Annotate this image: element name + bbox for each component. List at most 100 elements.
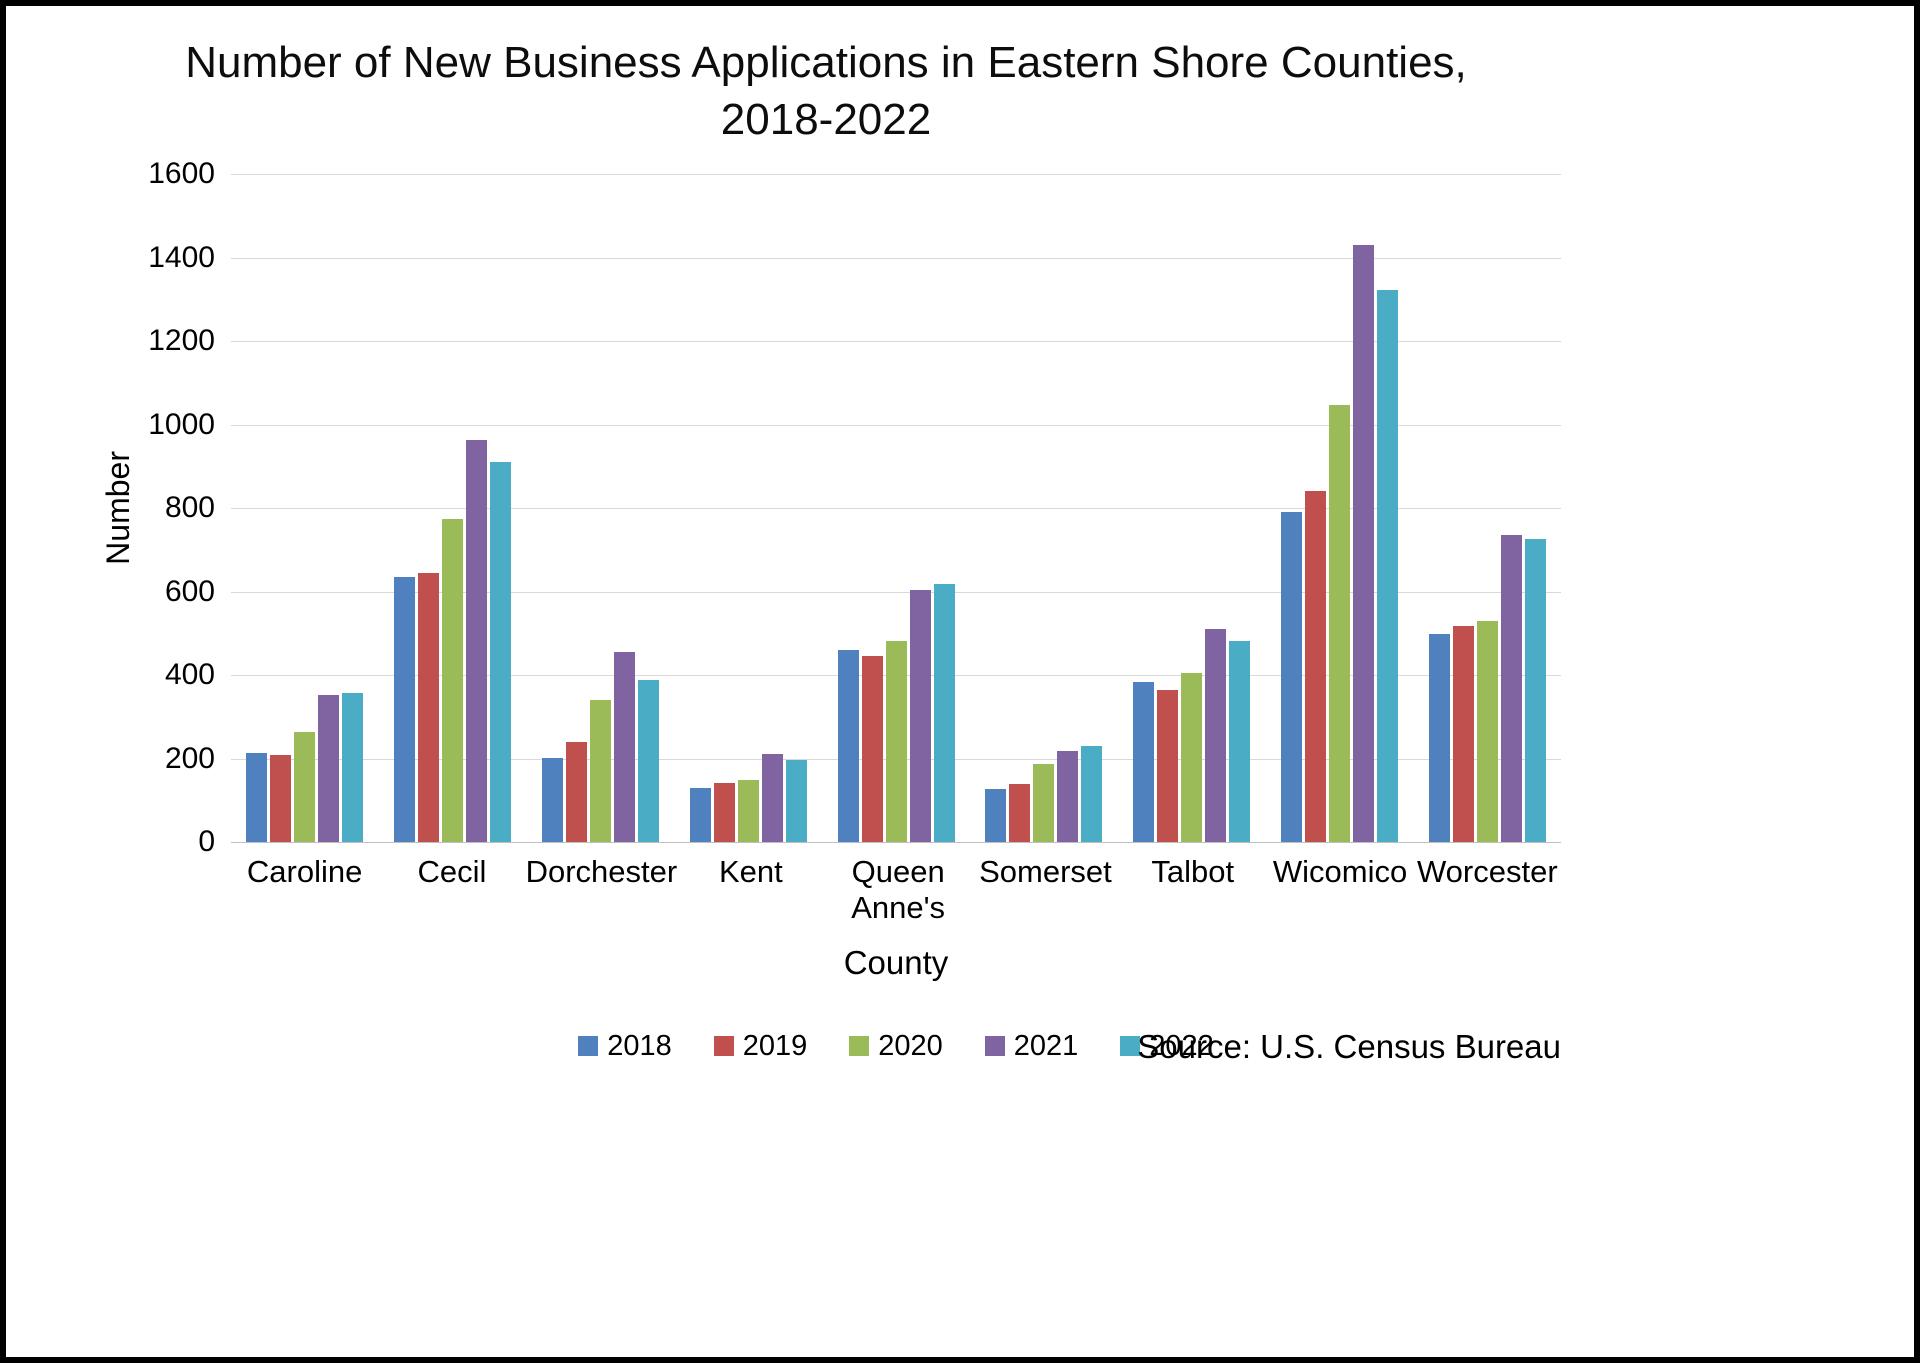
x-tick-label-wicomico: Wicomico — [1272, 854, 1408, 890]
chart-footer: 2018 2019 2020 2021 2022 Source: U.S. Census… — [231, 1027, 1561, 1078]
x-tick-label-caroline: Caroline — [246, 854, 363, 890]
bar-caroline-2018 — [246, 752, 268, 843]
bar-talbot-2019 — [1157, 689, 1179, 843]
bar-caroline-2019 — [270, 754, 292, 843]
gridline-800 — [231, 508, 1561, 510]
legend-swatch-2018 — [578, 1036, 599, 1057]
bar-cecil-2018 — [394, 577, 416, 843]
bar-dorchester-2022 — [637, 679, 659, 843]
chart-content: Number of New Business Applications in E… — [91, 34, 1561, 1078]
bar-cecil-2020 — [442, 518, 464, 843]
legend-item-2020: 2020 — [849, 1030, 943, 1063]
y-tick-label-1000: 1000 — [148, 407, 215, 441]
bar-queen-anne-s-2021 — [909, 589, 931, 843]
x-tick-label-dorchester: Dorchester — [525, 854, 678, 890]
bar-cecil-2019 — [418, 573, 440, 843]
bar-caroline-2022 — [342, 692, 364, 843]
x-tick-label-worcester: Worcester — [1416, 854, 1558, 890]
bar-worcester-2021 — [1500, 535, 1522, 843]
legend-label-2022: 2022 — [1149, 1029, 1214, 1062]
y-tick-label-400: 400 — [164, 658, 215, 692]
bar-groups — [231, 174, 1561, 843]
legend-swatch-2019 — [713, 1036, 734, 1057]
y-axis-ticks: 0 200 400 600 800 1000 1200 1400 1600 — [146, 157, 231, 858]
bar-queen-anne-s-2019 — [861, 655, 883, 843]
legend-swatch-2022 — [1120, 1036, 1141, 1057]
y-tick-label-0: 0 — [198, 825, 215, 859]
chart-title: Number of New Business Applications in E… — [91, 34, 1561, 148]
bar-talbot-2022 — [1229, 641, 1251, 843]
legend-label-2019: 2019 — [742, 1029, 808, 1062]
bar-group-dorchester — [527, 174, 675, 843]
bar-talbot-2020 — [1181, 673, 1203, 843]
y-tick-label-200: 200 — [164, 741, 215, 775]
bar-queen-anne-s-2018 — [837, 649, 859, 843]
bar-wicomico-2019 — [1304, 491, 1326, 843]
bar-cecil-2021 — [466, 439, 488, 843]
bar-worcester-2020 — [1476, 621, 1498, 843]
y-axis-title: Number — [100, 451, 136, 566]
legend: 2018 2019 2020 2021 2022 — [231, 1030, 1561, 1063]
bar-group-queen-anne-s — [822, 174, 970, 843]
bar-worcester-2019 — [1452, 626, 1474, 843]
chart-title-line1: Number of New Business Applications in E… — [185, 38, 1467, 87]
gridline-1600 — [231, 174, 1561, 176]
x-tick-label-cecil: Cecil — [417, 854, 487, 890]
gridline-1200 — [231, 341, 1561, 343]
bar-dorchester-2018 — [541, 758, 563, 843]
plot-area — [231, 174, 1561, 844]
bar-cecil-2022 — [490, 461, 512, 843]
bar-group-somerset — [970, 174, 1118, 843]
y-tick-label-1400: 1400 — [148, 240, 215, 274]
bar-somerset-2019 — [1009, 783, 1031, 843]
bar-kent-2020 — [737, 779, 759, 843]
bar-queen-anne-s-2020 — [885, 641, 907, 843]
bar-wicomico-2022 — [1376, 289, 1398, 843]
bar-talbot-2018 — [1133, 682, 1155, 843]
bar-group-kent — [674, 174, 822, 843]
bar-somerset-2022 — [1081, 746, 1103, 843]
bar-kent-2022 — [785, 760, 807, 843]
x-tick-label-queen-anne-s: Queen Anne's — [851, 854, 946, 926]
bar-dorchester-2021 — [613, 652, 635, 843]
y-tick-label-1200: 1200 — [148, 324, 215, 358]
bar-queen-anne-s-2022 — [933, 584, 955, 843]
bar-dorchester-2019 — [565, 742, 587, 843]
bar-group-talbot — [1118, 174, 1266, 843]
bar-talbot-2021 — [1205, 629, 1227, 843]
chart-body: Number 0 200 400 600 800 1000 1200 1400 1600 — [91, 157, 1561, 858]
x-axis-line — [231, 842, 1561, 844]
chart-title-line2: 2018-2022 — [720, 95, 932, 145]
bar-kent-2021 — [761, 753, 783, 843]
source-note: Source: U.S. Census Bureau — [1137, 1027, 1561, 1065]
bar-group-wicomico — [1265, 174, 1413, 843]
bar-somerset-2021 — [1057, 750, 1079, 843]
gridline-1000 — [231, 424, 1561, 426]
bar-worcester-2022 — [1524, 539, 1546, 843]
bar-worcester-2018 — [1428, 633, 1450, 843]
legend-swatch-2020 — [849, 1036, 870, 1057]
x-tick-label-kent: Kent — [718, 854, 783, 890]
bar-wicomico-2021 — [1352, 245, 1374, 843]
bar-caroline-2021 — [318, 695, 340, 843]
bar-kent-2018 — [689, 788, 711, 843]
legend-swatch-2021 — [984, 1036, 1005, 1057]
bar-group-worcester — [1413, 174, 1561, 843]
legend-item-2022: 2022 — [1120, 1030, 1214, 1063]
x-tick-label-somerset: Somerset — [979, 854, 1112, 890]
y-tick-label-800: 800 — [164, 491, 215, 525]
legend-item-2021: 2021 — [984, 1029, 1079, 1063]
gridline-1400 — [231, 257, 1561, 259]
legend-item-2018: 2018 — [578, 1030, 672, 1063]
bar-group-cecil — [379, 174, 527, 843]
bar-somerset-2018 — [985, 788, 1007, 843]
bar-wicomico-2020 — [1328, 404, 1350, 843]
gridline-600 — [231, 591, 1561, 593]
x-tick-label-talbot: Talbot — [1151, 854, 1235, 890]
legend-label-2021: 2021 — [1013, 1029, 1079, 1062]
legend-label-2018: 2018 — [607, 1029, 672, 1062]
x-axis-ticks: Caroline Cecil Dorchester Kent Queen Anne's S… — [231, 854, 1561, 925]
bar-dorchester-2020 — [589, 700, 611, 843]
bar-group-caroline — [231, 174, 379, 843]
